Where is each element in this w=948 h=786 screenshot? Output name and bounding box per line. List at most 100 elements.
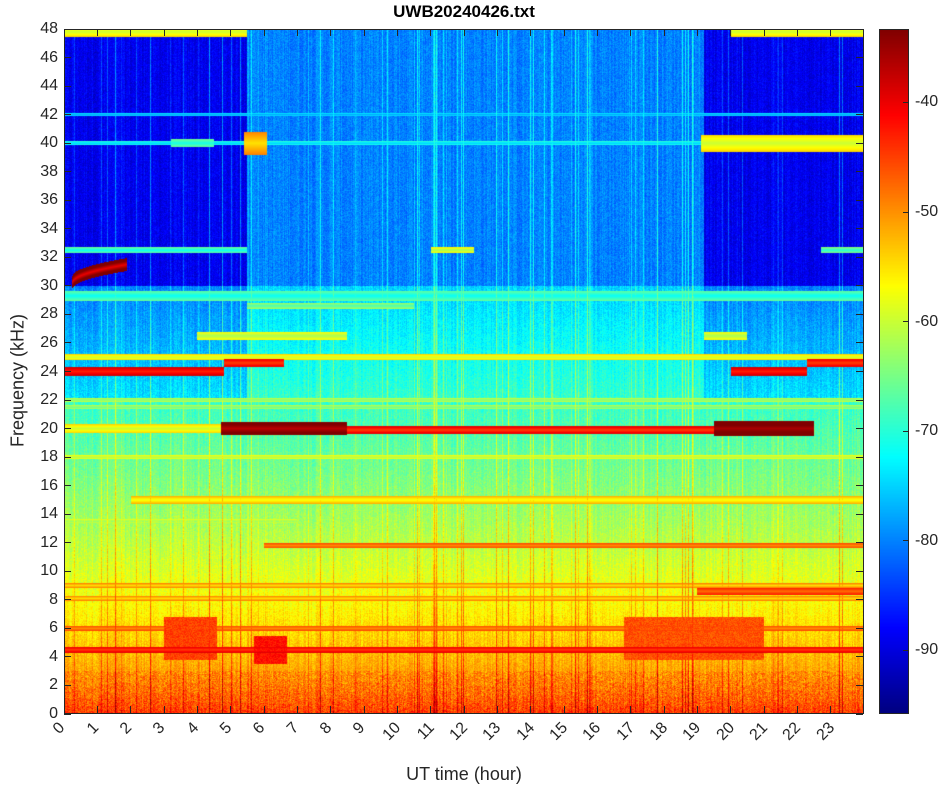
- x-tick-label: 12: [446, 719, 472, 744]
- colorbar-tick-label: -40: [915, 93, 939, 111]
- y-tick-label: 12: [40, 533, 58, 551]
- y-tick-mark: [64, 171, 71, 173]
- x-tick-mark: [163, 29, 165, 36]
- x-axis-label: UT time (hour): [406, 764, 522, 784]
- y-tick-mark: [856, 57, 863, 59]
- x-tick-mark: [530, 706, 532, 713]
- x-tick-mark: [263, 29, 265, 36]
- x-tick-label: 17: [613, 719, 638, 744]
- colorbar-tick-mark: [903, 101, 909, 103]
- y-tick-mark: [856, 114, 863, 116]
- y-tick-label: 38: [40, 162, 58, 180]
- y-tick-label: 46: [40, 48, 58, 66]
- y-tick-label: 10: [40, 562, 58, 580]
- y-tick-mark: [64, 485, 71, 487]
- y-tick-mark: [64, 256, 71, 258]
- x-tick-label: 4: [183, 719, 202, 738]
- x-tick-mark: [530, 29, 532, 36]
- y-tick-label: 6: [49, 619, 58, 637]
- x-tick-mark: [196, 29, 198, 36]
- x-tick-label: 6: [250, 719, 269, 738]
- x-tick-mark: [130, 29, 132, 36]
- x-tick-label: 10: [379, 719, 405, 744]
- y-tick-label: 8: [49, 590, 58, 608]
- y-tick-label: 36: [40, 191, 58, 209]
- colorbar-tick-mark: [903, 649, 909, 651]
- y-tick-mark: [64, 142, 71, 144]
- colorbar-tick-mark: [903, 430, 909, 432]
- y-tick-mark: [856, 28, 863, 30]
- x-tick-mark: [230, 29, 232, 36]
- x-tick-mark: [730, 706, 732, 713]
- x-tick-mark: [396, 706, 398, 713]
- colorbar-tick-label: -90: [915, 641, 939, 659]
- y-tick-mark: [856, 171, 863, 173]
- y-tick-label: 4: [49, 647, 58, 665]
- x-tick-label: 5: [216, 719, 236, 738]
- x-tick-label: 22: [779, 719, 805, 744]
- x-tick-mark: [63, 706, 65, 713]
- y-tick-label: 28: [40, 305, 58, 323]
- x-tick-mark: [330, 706, 332, 713]
- x-tick-label: 9: [350, 719, 369, 738]
- x-tick-label: 3: [150, 719, 169, 738]
- x-tick-mark: [630, 706, 632, 713]
- y-tick-mark: [64, 313, 71, 315]
- y-tick-label: 20: [40, 419, 58, 437]
- x-tick-mark: [130, 706, 132, 713]
- x-tick-label: 13: [479, 719, 505, 744]
- y-tick-mark: [856, 627, 863, 629]
- y-tick-label: 0: [49, 705, 58, 722]
- x-tick-mark: [463, 706, 465, 713]
- x-tick-label: 2: [116, 719, 136, 738]
- y-tick-mark: [856, 542, 863, 544]
- x-tick-mark: [830, 29, 832, 36]
- x-tick-label: 21: [746, 719, 772, 744]
- colorbar-tick-label: -50: [915, 203, 939, 221]
- x-tick-mark: [296, 29, 298, 36]
- y-tick-mark: [64, 285, 71, 287]
- y-tick-mark: [64, 570, 71, 572]
- y-tick-mark: [856, 313, 863, 315]
- y-tick-mark: [856, 485, 863, 487]
- y-tick-mark: [64, 513, 71, 515]
- x-tick-label: 11: [413, 719, 438, 744]
- x-tick-label: 18: [646, 719, 672, 744]
- x-tick-mark: [96, 29, 98, 36]
- x-tick-label: 1: [83, 719, 102, 738]
- x-tick-mark: [796, 706, 798, 713]
- y-tick-label: 32: [40, 248, 58, 266]
- y-tick-label: 18: [40, 448, 58, 466]
- y-tick-mark: [64, 28, 71, 30]
- y-tick-mark: [64, 656, 71, 658]
- x-tick-label: 8: [316, 719, 336, 738]
- x-tick-mark: [463, 29, 465, 36]
- y-tick-mark: [856, 228, 863, 230]
- x-tick-mark: [496, 706, 498, 713]
- y-tick-mark: [64, 542, 71, 544]
- y-tick-label: 40: [40, 134, 58, 152]
- y-tick-mark: [64, 684, 71, 686]
- y-tick-mark: [856, 342, 863, 344]
- x-tick-mark: [730, 29, 732, 36]
- y-tick-mark: [856, 513, 863, 515]
- y-tick-mark: [856, 399, 863, 401]
- y-tick-label: 14: [40, 505, 58, 523]
- colorbar: [879, 29, 909, 714]
- y-tick-label: 26: [40, 333, 58, 351]
- y-tick-mark: [856, 599, 863, 601]
- y-tick-mark: [856, 656, 863, 658]
- x-tick-mark: [563, 29, 565, 36]
- x-tick-mark: [363, 29, 365, 36]
- x-tick-mark: [763, 706, 765, 713]
- x-tick-mark: [696, 706, 698, 713]
- y-tick-label: 42: [40, 105, 58, 123]
- x-tick-label: 19: [679, 719, 705, 744]
- colorbar-tick-mark: [903, 540, 909, 542]
- y-tick-mark: [64, 199, 71, 201]
- x-tick-mark: [663, 706, 665, 713]
- colorbar-tick-mark: [903, 321, 909, 323]
- y-tick-mark: [64, 371, 71, 372]
- x-tick-mark: [696, 29, 698, 36]
- y-tick-mark: [856, 371, 863, 372]
